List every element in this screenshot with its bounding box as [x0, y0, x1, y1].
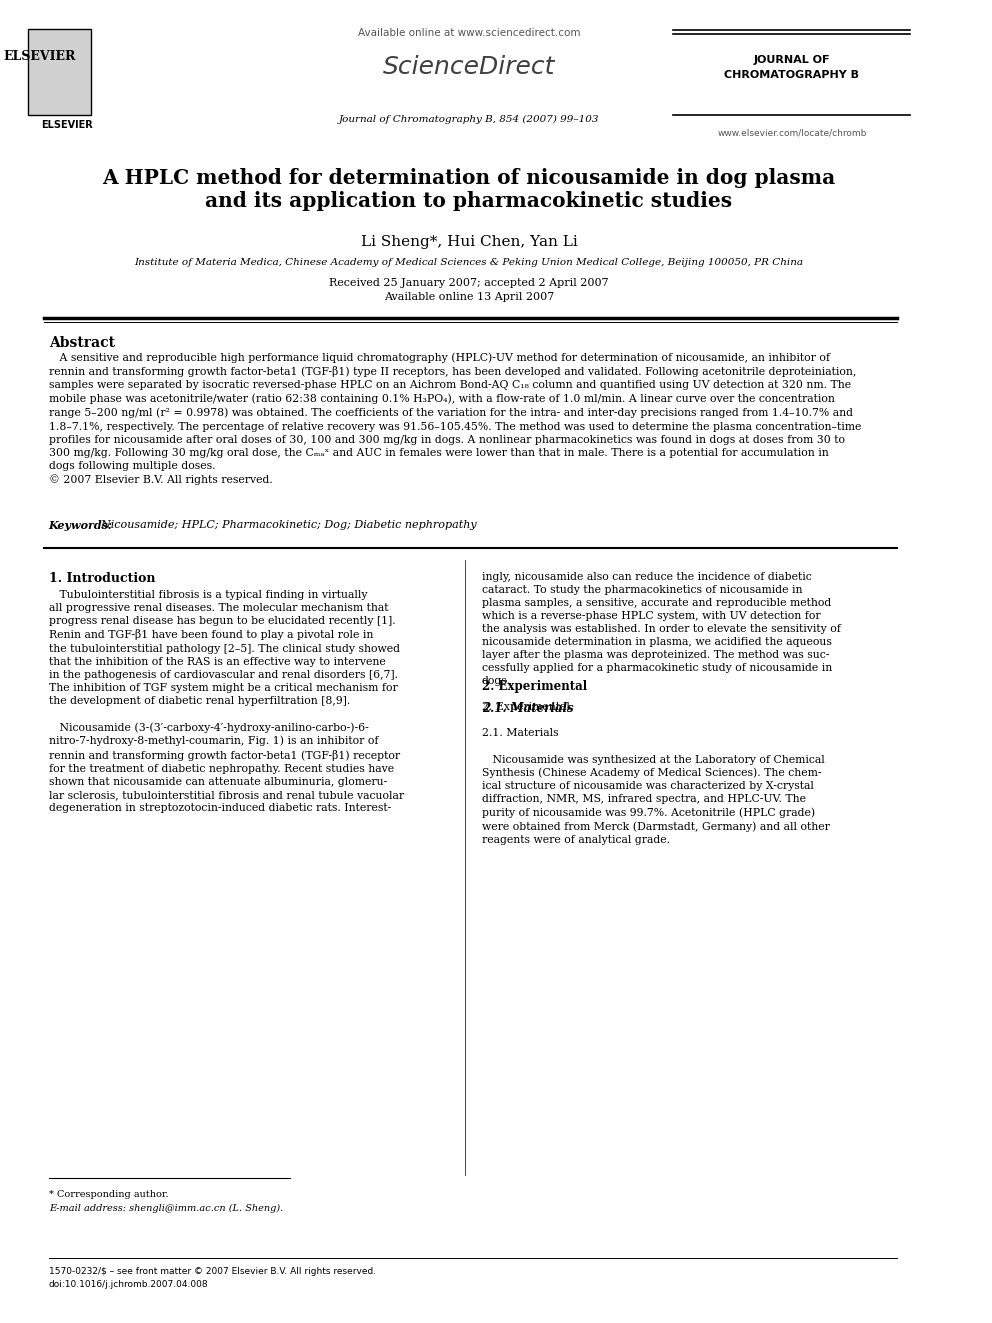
Text: doi:10.1016/j.jchromb.2007.04.008: doi:10.1016/j.jchromb.2007.04.008	[49, 1279, 208, 1289]
Text: E-mail address: shengli@imm.ac.cn (L. Sheng).: E-mail address: shengli@imm.ac.cn (L. Sh…	[49, 1204, 283, 1213]
Text: Received 25 January 2007; accepted 2 April 2007: Received 25 January 2007; accepted 2 Apr…	[329, 278, 609, 288]
Text: ScienceDirect: ScienceDirect	[383, 56, 556, 79]
Text: * Corresponding author.: * Corresponding author.	[49, 1189, 169, 1199]
Text: Available online 13 April 2007: Available online 13 April 2007	[384, 292, 555, 302]
Text: ingly, nicousamide also can reduce the incidence of diabetic
cataract. To study : ingly, nicousamide also can reduce the i…	[482, 572, 840, 845]
Text: ELSEVIER: ELSEVIER	[41, 120, 93, 130]
Bar	[28, 29, 91, 115]
Text: Available online at www.sciencedirect.com: Available online at www.sciencedirect.co…	[358, 28, 580, 38]
Text: ELSEVIER: ELSEVIER	[3, 50, 75, 64]
Text: 2.1. Materials: 2.1. Materials	[482, 703, 573, 714]
Text: Journal of Chromatography B, 854 (2007) 99–103: Journal of Chromatography B, 854 (2007) …	[339, 115, 599, 124]
Text: www.elsevier.com/locate/chromb: www.elsevier.com/locate/chromb	[717, 128, 867, 138]
Text: A HPLC method for determination of nicousamide in dog plasma
and its application: A HPLC method for determination of nicou…	[102, 168, 835, 212]
Text: Li Sheng*, Hui Chen, Yan Li: Li Sheng*, Hui Chen, Yan Li	[361, 235, 577, 249]
Text: Nicousamide; HPLC; Pharmacokinetic; Dog; Diabetic nephropathy: Nicousamide; HPLC; Pharmacokinetic; Dog;…	[94, 520, 477, 531]
Text: 1570-0232/$ – see front matter © 2007 Elsevier B.V. All rights reserved.: 1570-0232/$ – see front matter © 2007 El…	[49, 1267, 376, 1275]
Text: Abstract: Abstract	[49, 336, 115, 351]
Text: A sensitive and reproducible high performance liquid chromatography (HPLC)-UV me: A sensitive and reproducible high perfor…	[49, 352, 861, 486]
Text: Tubulointerstitial fibrosis is a typical finding in virtually
all progressive re: Tubulointerstitial fibrosis is a typical…	[49, 590, 404, 812]
Text: JOURNAL OF: JOURNAL OF	[754, 56, 830, 65]
Text: Institute of Materia Medica, Chinese Academy of Medical Sciences & Peking Union : Institute of Materia Medica, Chinese Aca…	[135, 258, 804, 267]
Text: 2. Experimental: 2. Experimental	[482, 680, 587, 693]
Text: 1. Introduction: 1. Introduction	[49, 572, 155, 585]
Text: CHROMATOGRAPHY B: CHROMATOGRAPHY B	[724, 70, 859, 79]
Text: Keywords:: Keywords:	[49, 520, 113, 531]
